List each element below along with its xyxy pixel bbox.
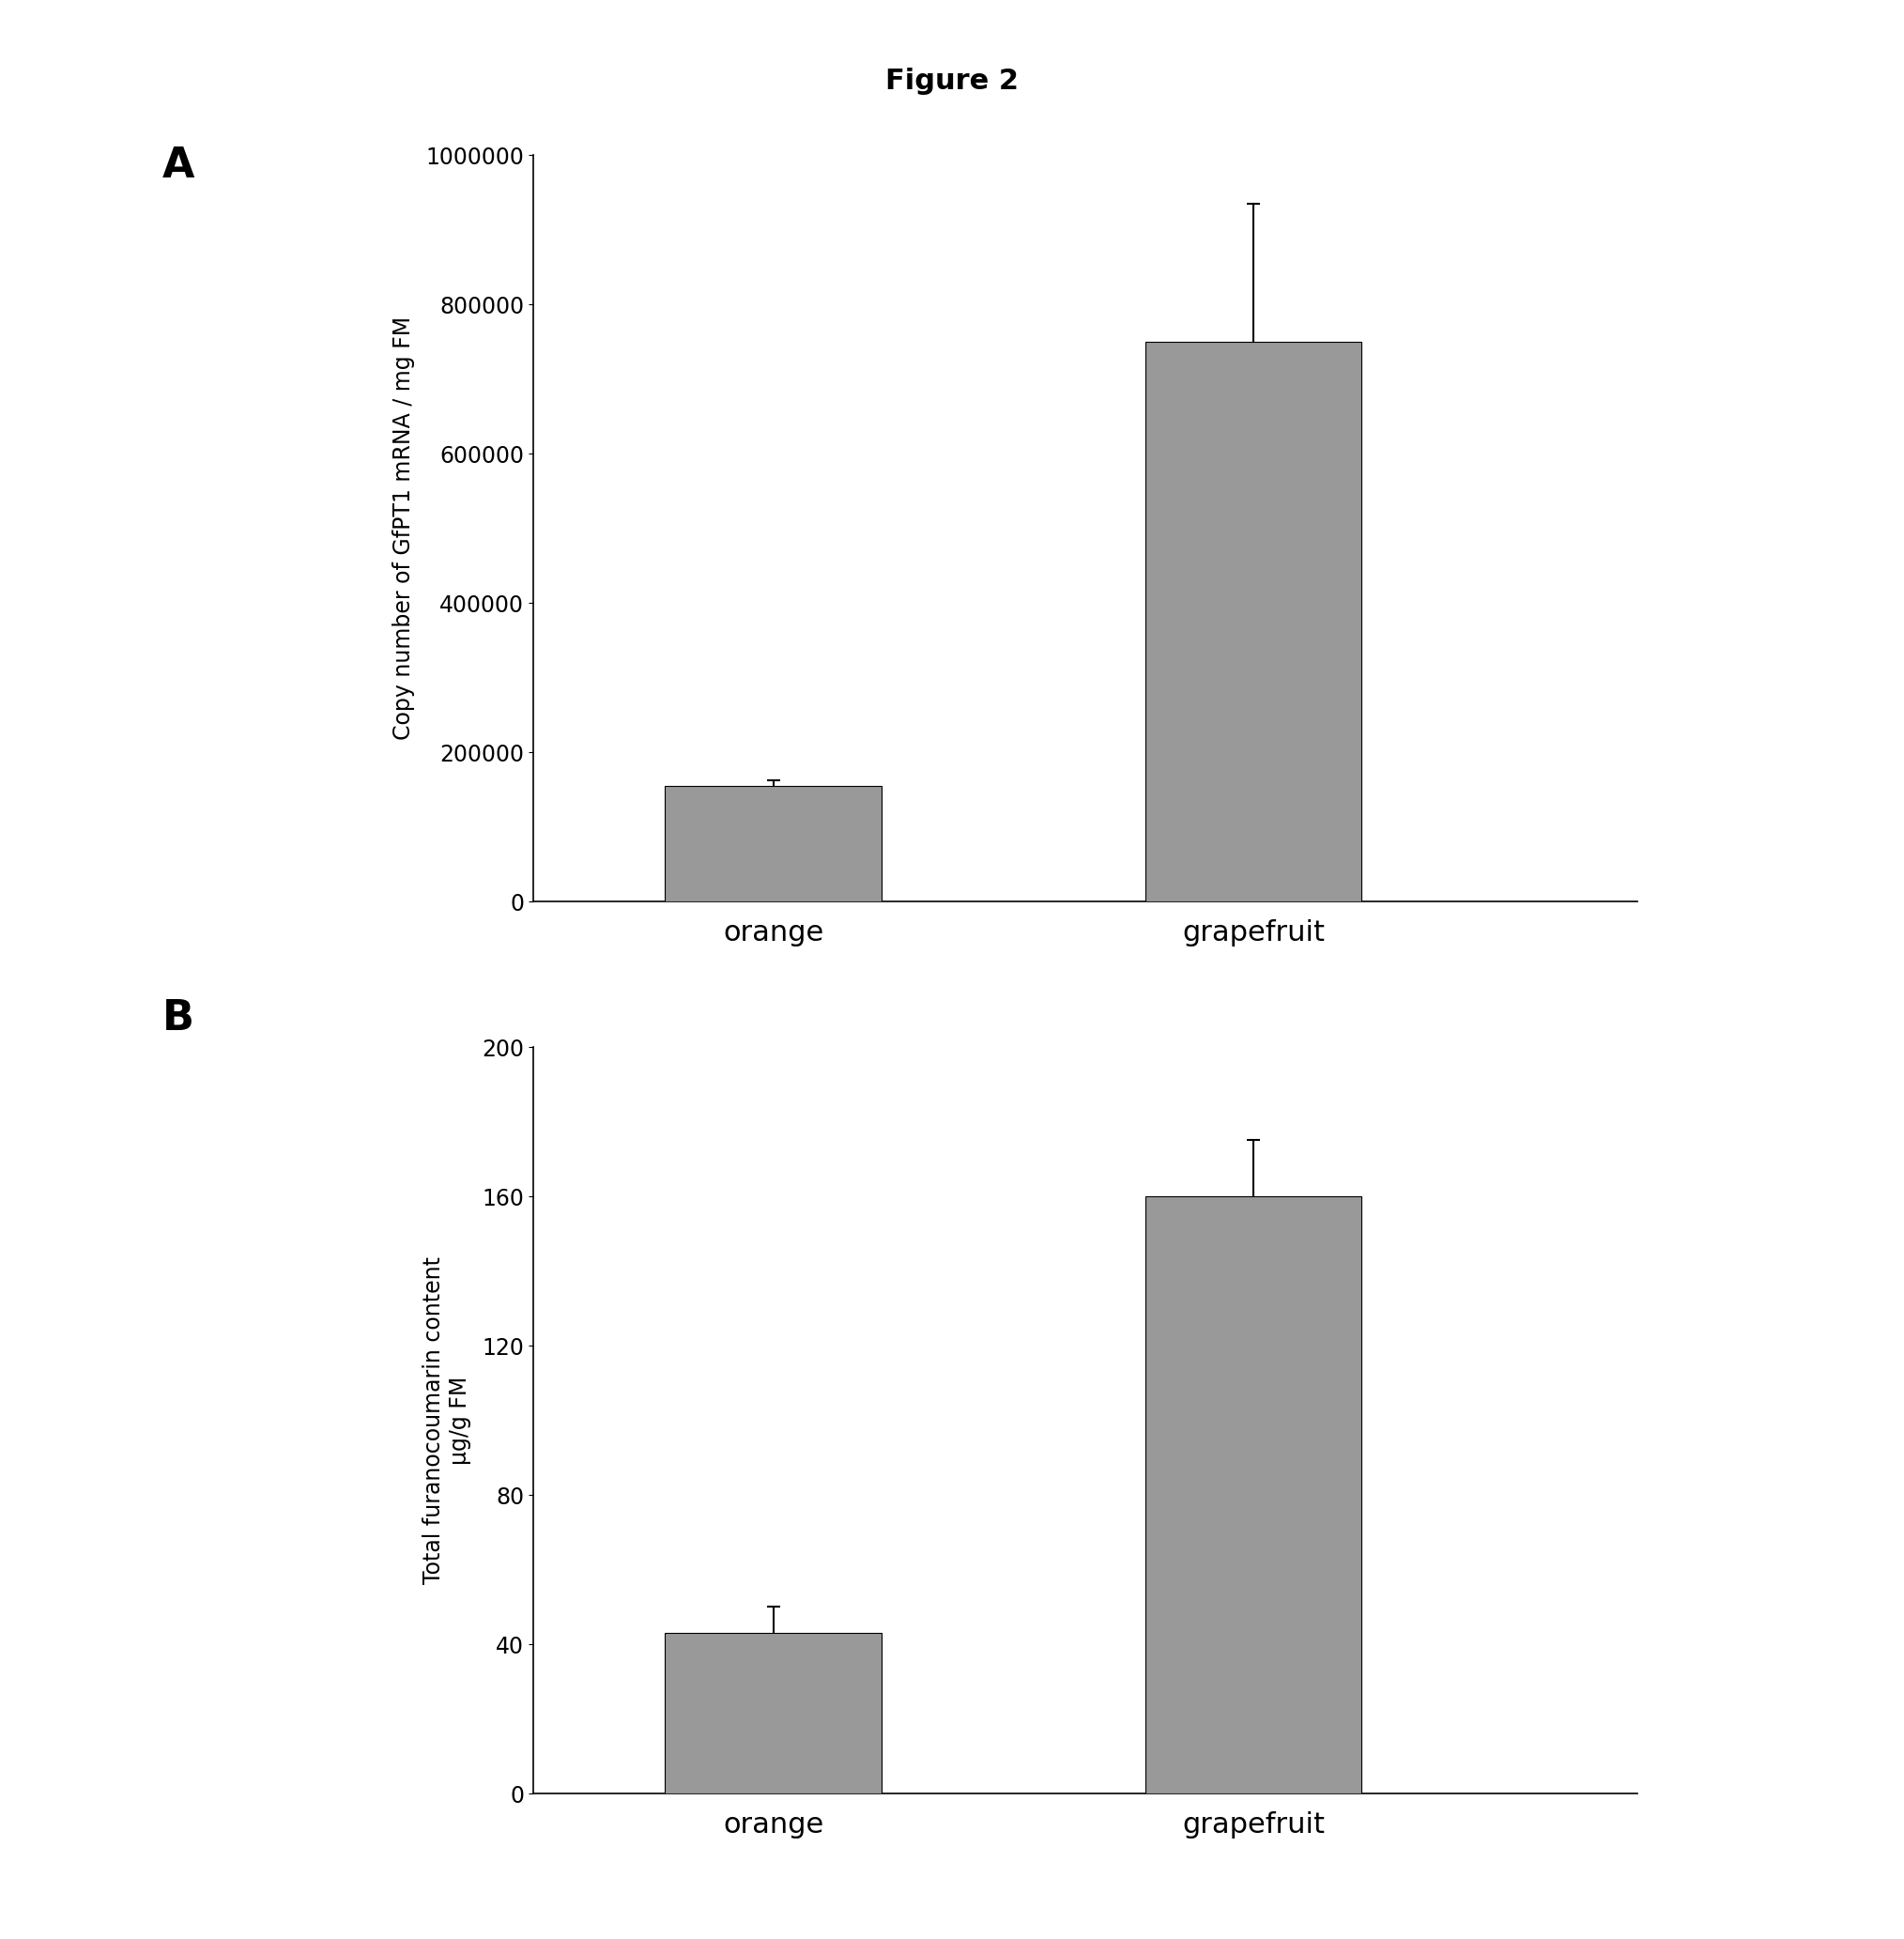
Text: B: B (162, 999, 194, 1039)
Y-axis label: Total furanocoumarin content
μg/g FM: Total furanocoumarin content μg/g FM (423, 1256, 472, 1584)
Bar (664, 1633, 882, 1794)
Bar (1146, 341, 1361, 902)
Bar (1146, 1196, 1361, 1794)
Y-axis label: Copy number of GfPT1 mRNA / mg FM: Copy number of GfPT1 mRNA / mg FM (392, 316, 415, 741)
Text: Figure 2: Figure 2 (885, 68, 1019, 95)
Text: A: A (162, 145, 194, 186)
Bar (664, 785, 882, 902)
